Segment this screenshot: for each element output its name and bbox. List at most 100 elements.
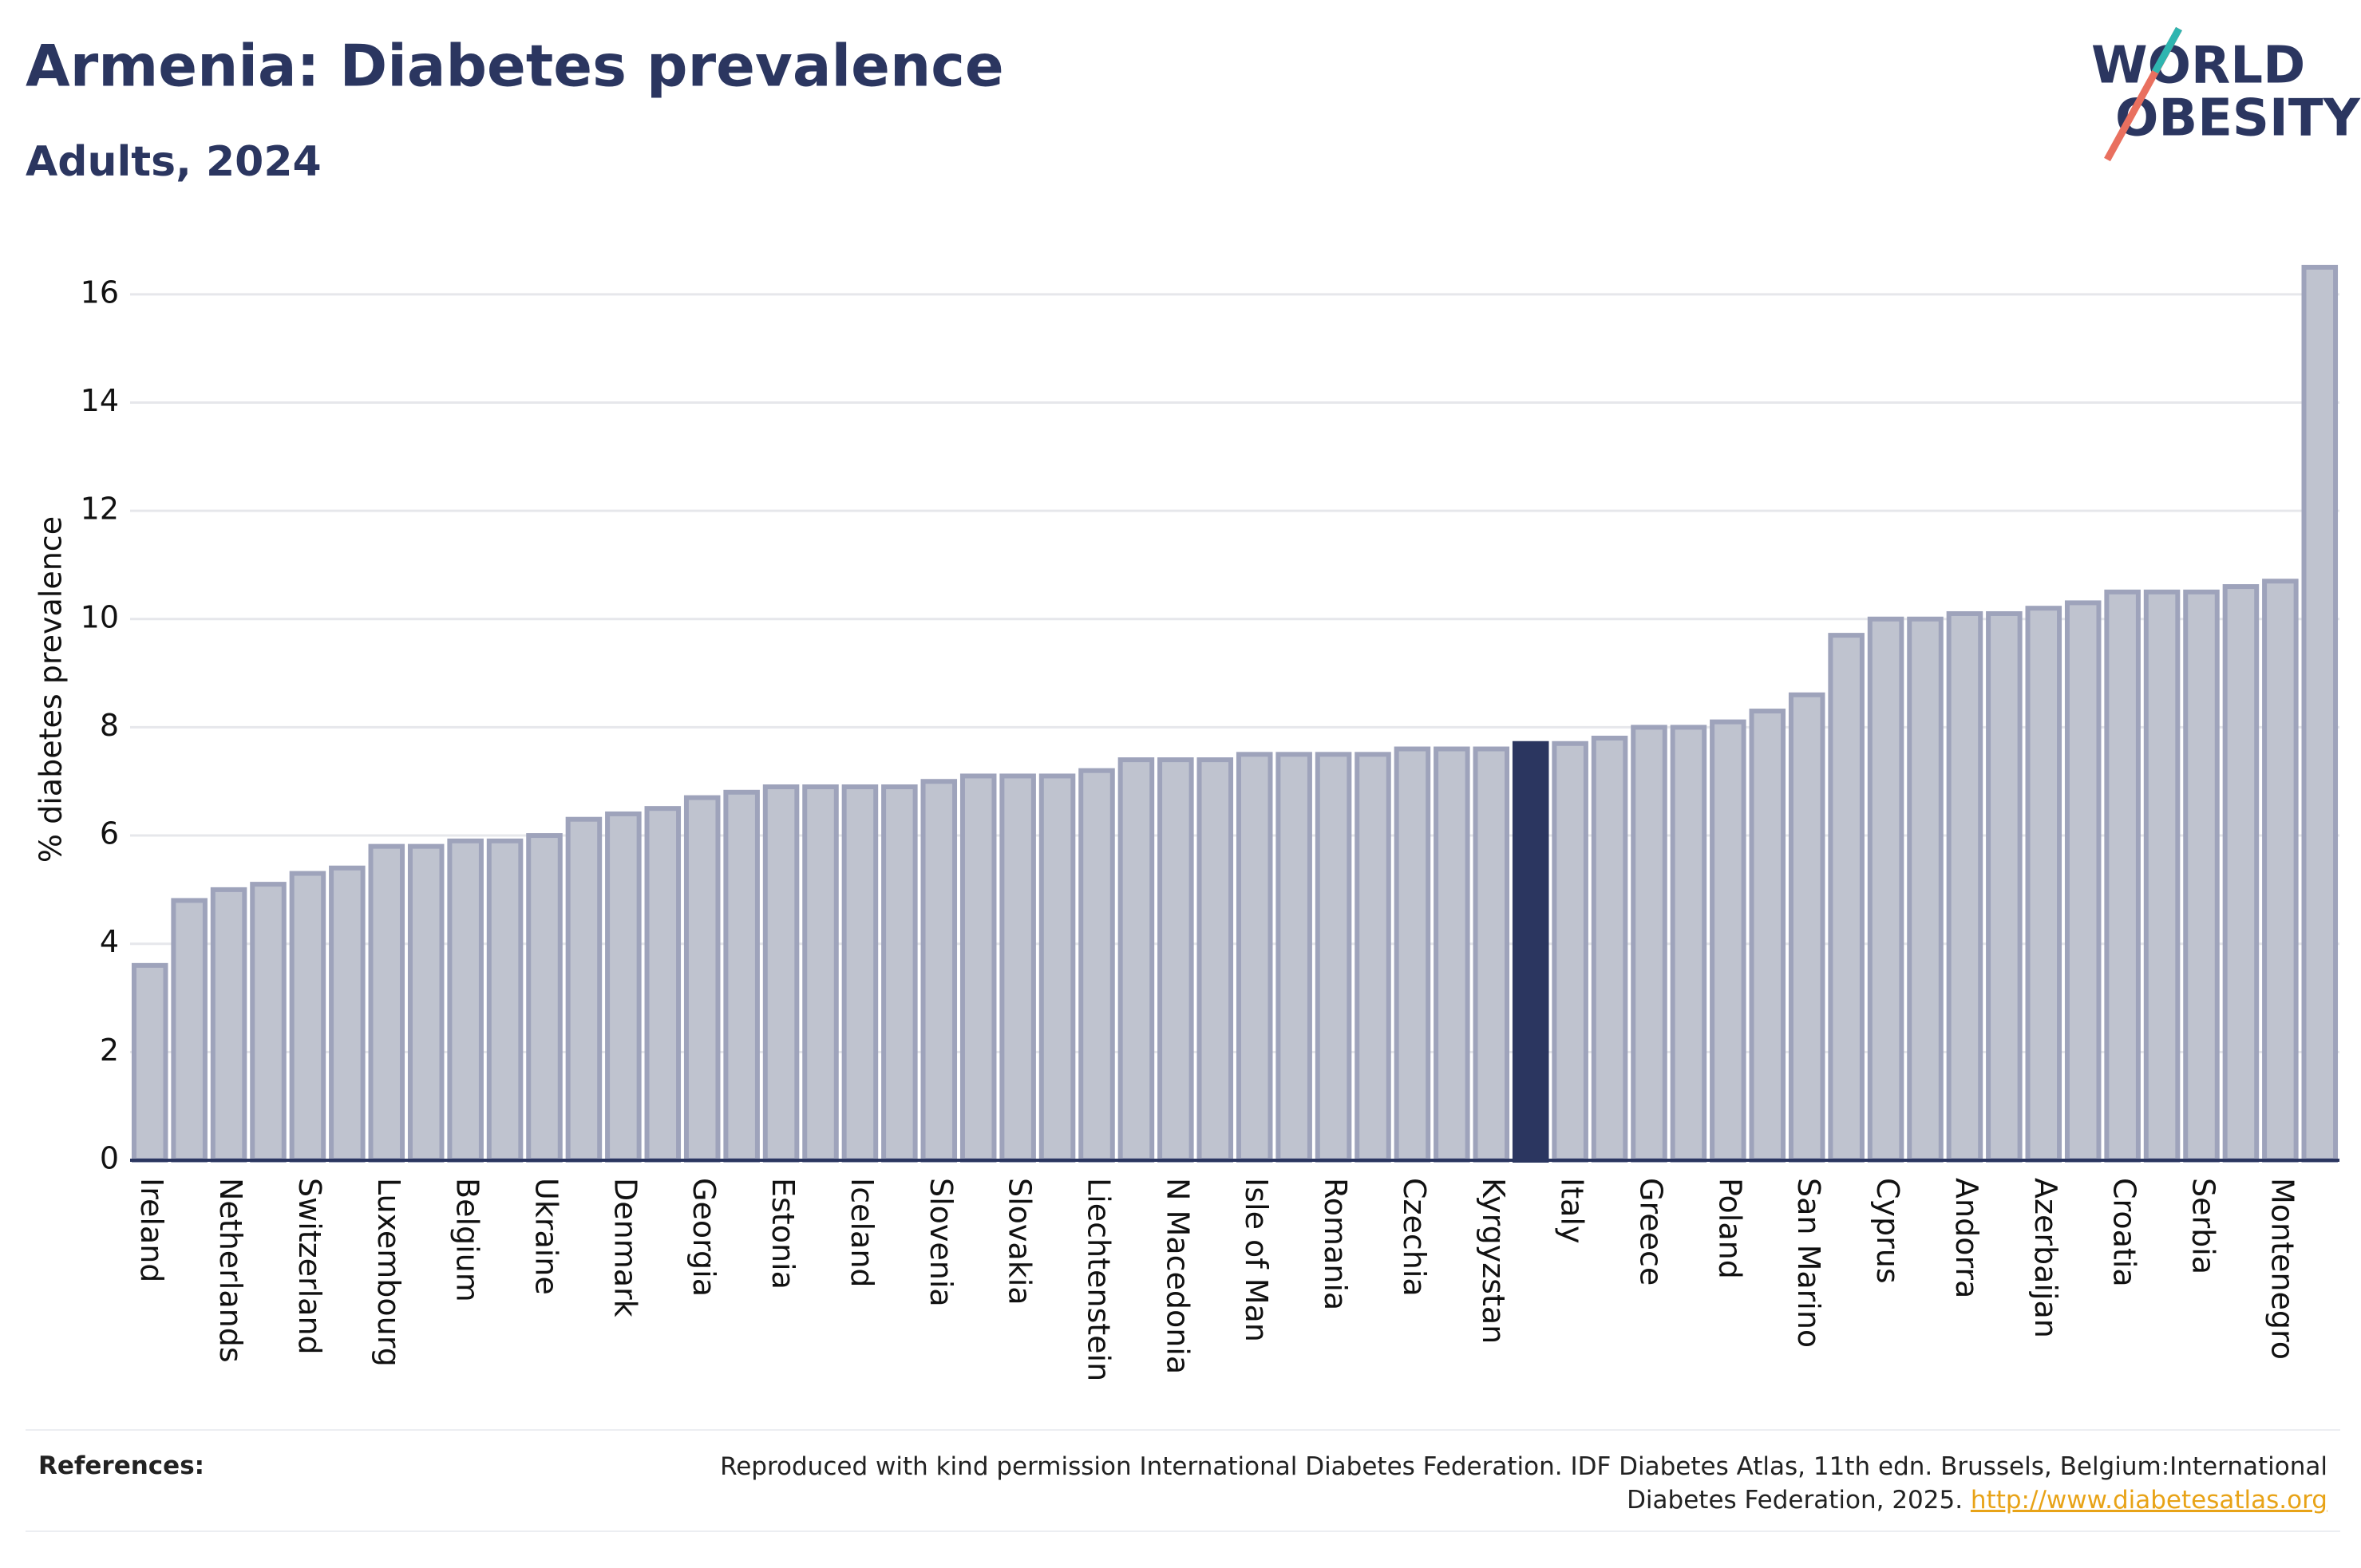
y-tick-label: 8 (100, 708, 119, 743)
x-tick-label: Slovenia (923, 1178, 959, 1307)
x-tick-label: Georgia (686, 1178, 722, 1297)
bar (1473, 746, 1510, 1163)
x-tick-label: Ireland (134, 1178, 169, 1282)
bar (2064, 600, 2102, 1163)
bar (2183, 589, 2220, 1163)
x-tick-label: San Marino (1791, 1178, 1826, 1348)
x-tick-label: Switzerland (292, 1178, 327, 1355)
x-tick-label: Estonia (765, 1178, 801, 1290)
y-tick-label: 6 (100, 816, 119, 851)
logo-line1: WORLD (2091, 37, 2305, 96)
x-tick-label: Romania (1318, 1178, 1353, 1310)
x-tick-label: Montenegro (2264, 1178, 2300, 1360)
bar (131, 962, 168, 1163)
bar (1038, 773, 1076, 1163)
bar (2104, 589, 2141, 1163)
bar (1749, 709, 1786, 1163)
bar (1512, 741, 1549, 1163)
bar (1434, 746, 1470, 1163)
bar (644, 806, 682, 1163)
x-tick-label: Denmark (607, 1178, 643, 1317)
references: References: Reproduced with kind permiss… (26, 1429, 2340, 1532)
y-tick-label: 16 (81, 274, 119, 310)
bar (2222, 584, 2260, 1163)
bar (723, 789, 760, 1163)
bar (1631, 725, 1667, 1163)
x-tick-label: Czechia (1397, 1178, 1432, 1297)
bar (1117, 757, 1155, 1163)
x-tick-label: Belgium (450, 1178, 485, 1302)
bar (1315, 752, 1352, 1163)
x-tick-label: Liechtenstein (1082, 1178, 1117, 1381)
bar (605, 811, 642, 1163)
y-axis-label: % diabetes prevalence (34, 516, 69, 863)
bar (841, 784, 879, 1163)
y-tick-label: 12 (81, 492, 119, 527)
x-tick-label: Ukraine (529, 1178, 564, 1295)
bar (407, 843, 445, 1163)
x-tick-label: Iceland (844, 1178, 880, 1288)
bar (250, 882, 287, 1163)
bar (1710, 719, 1746, 1163)
references-body: Reproduced with kind permission Internat… (691, 1450, 2327, 1517)
references-link[interactable]: http://www.diabetesatlas.org (1970, 1486, 2327, 1515)
bar (1394, 746, 1431, 1163)
x-tick-label: Slovakia (1003, 1178, 1038, 1305)
x-tick-label: Isle of Man (1239, 1178, 1274, 1342)
references-text: Reproduced with kind permission Internat… (720, 1452, 2327, 1515)
bar (289, 871, 326, 1163)
x-tick-label: Greece (1634, 1178, 1669, 1286)
x-tick-label: Poland (1712, 1178, 1747, 1279)
bar (1236, 752, 1273, 1163)
logo: WORLD OBESITY (2091, 26, 2360, 162)
bar (171, 898, 208, 1163)
x-tick-label: Croatia (2107, 1178, 2142, 1287)
bar (447, 838, 484, 1163)
x-tick-label: Netherlands (213, 1178, 248, 1363)
bar (329, 865, 366, 1163)
y-tick-label: 4 (100, 924, 119, 959)
chart-subtitle: Adults, 2024 (26, 138, 322, 186)
bar (881, 784, 918, 1163)
bar (1670, 725, 1707, 1163)
x-tick-label: Kyrgyzstan (1476, 1178, 1511, 1344)
bar (1828, 633, 1865, 1163)
bar (1157, 757, 1194, 1163)
x-tick-label: Andorra (1949, 1178, 1984, 1298)
logo-line2: OBESITY (2115, 89, 2360, 148)
y-tick-label: 2 (100, 1033, 119, 1068)
references-label: References: (38, 1451, 205, 1480)
bar (2025, 606, 2062, 1163)
x-tick-label: Cyprus (1870, 1178, 1905, 1284)
bar (526, 833, 563, 1163)
bar (802, 784, 839, 1163)
bar (762, 784, 800, 1163)
bar (2143, 589, 2181, 1163)
bar (486, 838, 524, 1163)
bar (1907, 616, 1944, 1163)
bar (1552, 741, 1588, 1163)
logo-slash-top (2152, 26, 2182, 74)
bar (1196, 757, 1234, 1163)
x-tick-label: Italy (1555, 1178, 1590, 1243)
y-tick-label: 0 (100, 1141, 119, 1176)
bar (1355, 752, 1391, 1163)
x-tick-label: Serbia (2186, 1178, 2221, 1274)
bar (1867, 616, 1904, 1163)
bar (959, 773, 997, 1163)
bar (1788, 692, 1825, 1163)
chart-title: Armenia: Diabetes prevalence (26, 33, 1004, 100)
y-tick-label: 14 (81, 383, 119, 418)
x-tick-label: Azerbaijan (2028, 1178, 2063, 1338)
bar (210, 887, 247, 1163)
bar (1946, 610, 1983, 1163)
bar (2301, 264, 2339, 1163)
bar (1591, 735, 1628, 1163)
chart: Armenia: Diabetes prevalence Adults, 202… (26, 26, 2360, 1381)
bar (2262, 579, 2299, 1163)
bar (565, 816, 603, 1163)
bar (1986, 610, 2023, 1163)
bar (1275, 752, 1312, 1163)
bar (683, 795, 721, 1163)
